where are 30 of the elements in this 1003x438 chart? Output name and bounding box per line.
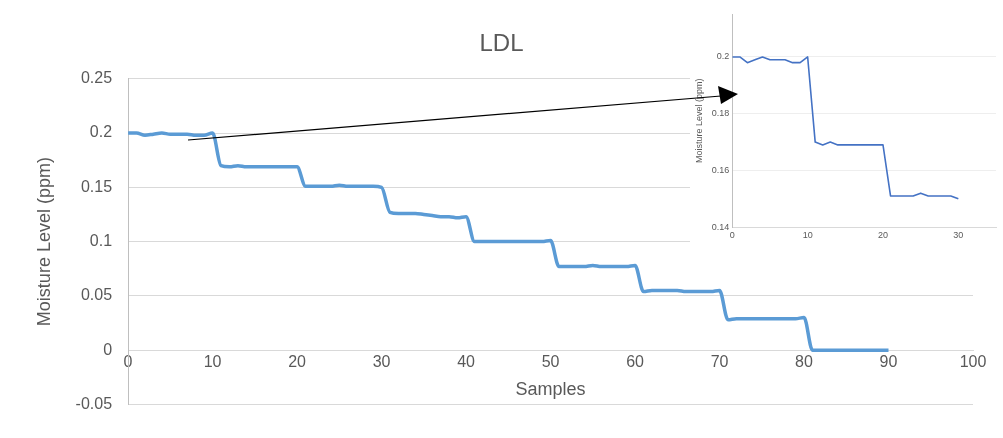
y-tick-label: 0.18 bbox=[711, 108, 730, 119]
x-tick-label: 100 bbox=[959, 353, 987, 371]
x-tick-label: 30 bbox=[953, 230, 964, 241]
y-tick-label: 0.05 bbox=[80, 286, 113, 304]
x-tick-label: 20 bbox=[877, 230, 888, 241]
x-axis-title: Samples bbox=[515, 379, 586, 400]
x-tick-label: 20 bbox=[288, 353, 307, 371]
y-tick-label: 0.15 bbox=[80, 177, 113, 195]
y-tick-label: 0.16 bbox=[711, 164, 730, 175]
y-tick-label: 0.14 bbox=[711, 221, 730, 232]
chart-title: LDL bbox=[479, 29, 524, 57]
y-tick-label: 0.1 bbox=[89, 232, 113, 250]
x-tick-label: 0 bbox=[123, 353, 133, 371]
y-tick-label: 0.2 bbox=[716, 51, 730, 62]
x-tick-label: 10 bbox=[802, 230, 813, 241]
x-tick-label: 50 bbox=[541, 353, 560, 371]
x-tick-label: 60 bbox=[626, 353, 645, 371]
y-axis-title: Moisture Level (ppm) bbox=[33, 157, 54, 327]
line-series bbox=[128, 131, 891, 352]
x-tick-label: 80 bbox=[795, 353, 814, 371]
x-tick-label: 30 bbox=[372, 353, 391, 371]
x-tick-label: 70 bbox=[710, 353, 729, 371]
x-tick-label: 10 bbox=[203, 353, 222, 371]
y-tick-label: -0.05 bbox=[75, 394, 113, 412]
y-tick-label: 0.25 bbox=[80, 69, 113, 87]
y-axis-title: Moisture Level (ppm) bbox=[693, 78, 704, 164]
y-tick-label: 0.2 bbox=[89, 123, 113, 141]
x-tick-label: 90 bbox=[879, 353, 898, 371]
x-tick-label: 40 bbox=[457, 353, 476, 371]
y-tick-label: 0 bbox=[103, 340, 113, 358]
